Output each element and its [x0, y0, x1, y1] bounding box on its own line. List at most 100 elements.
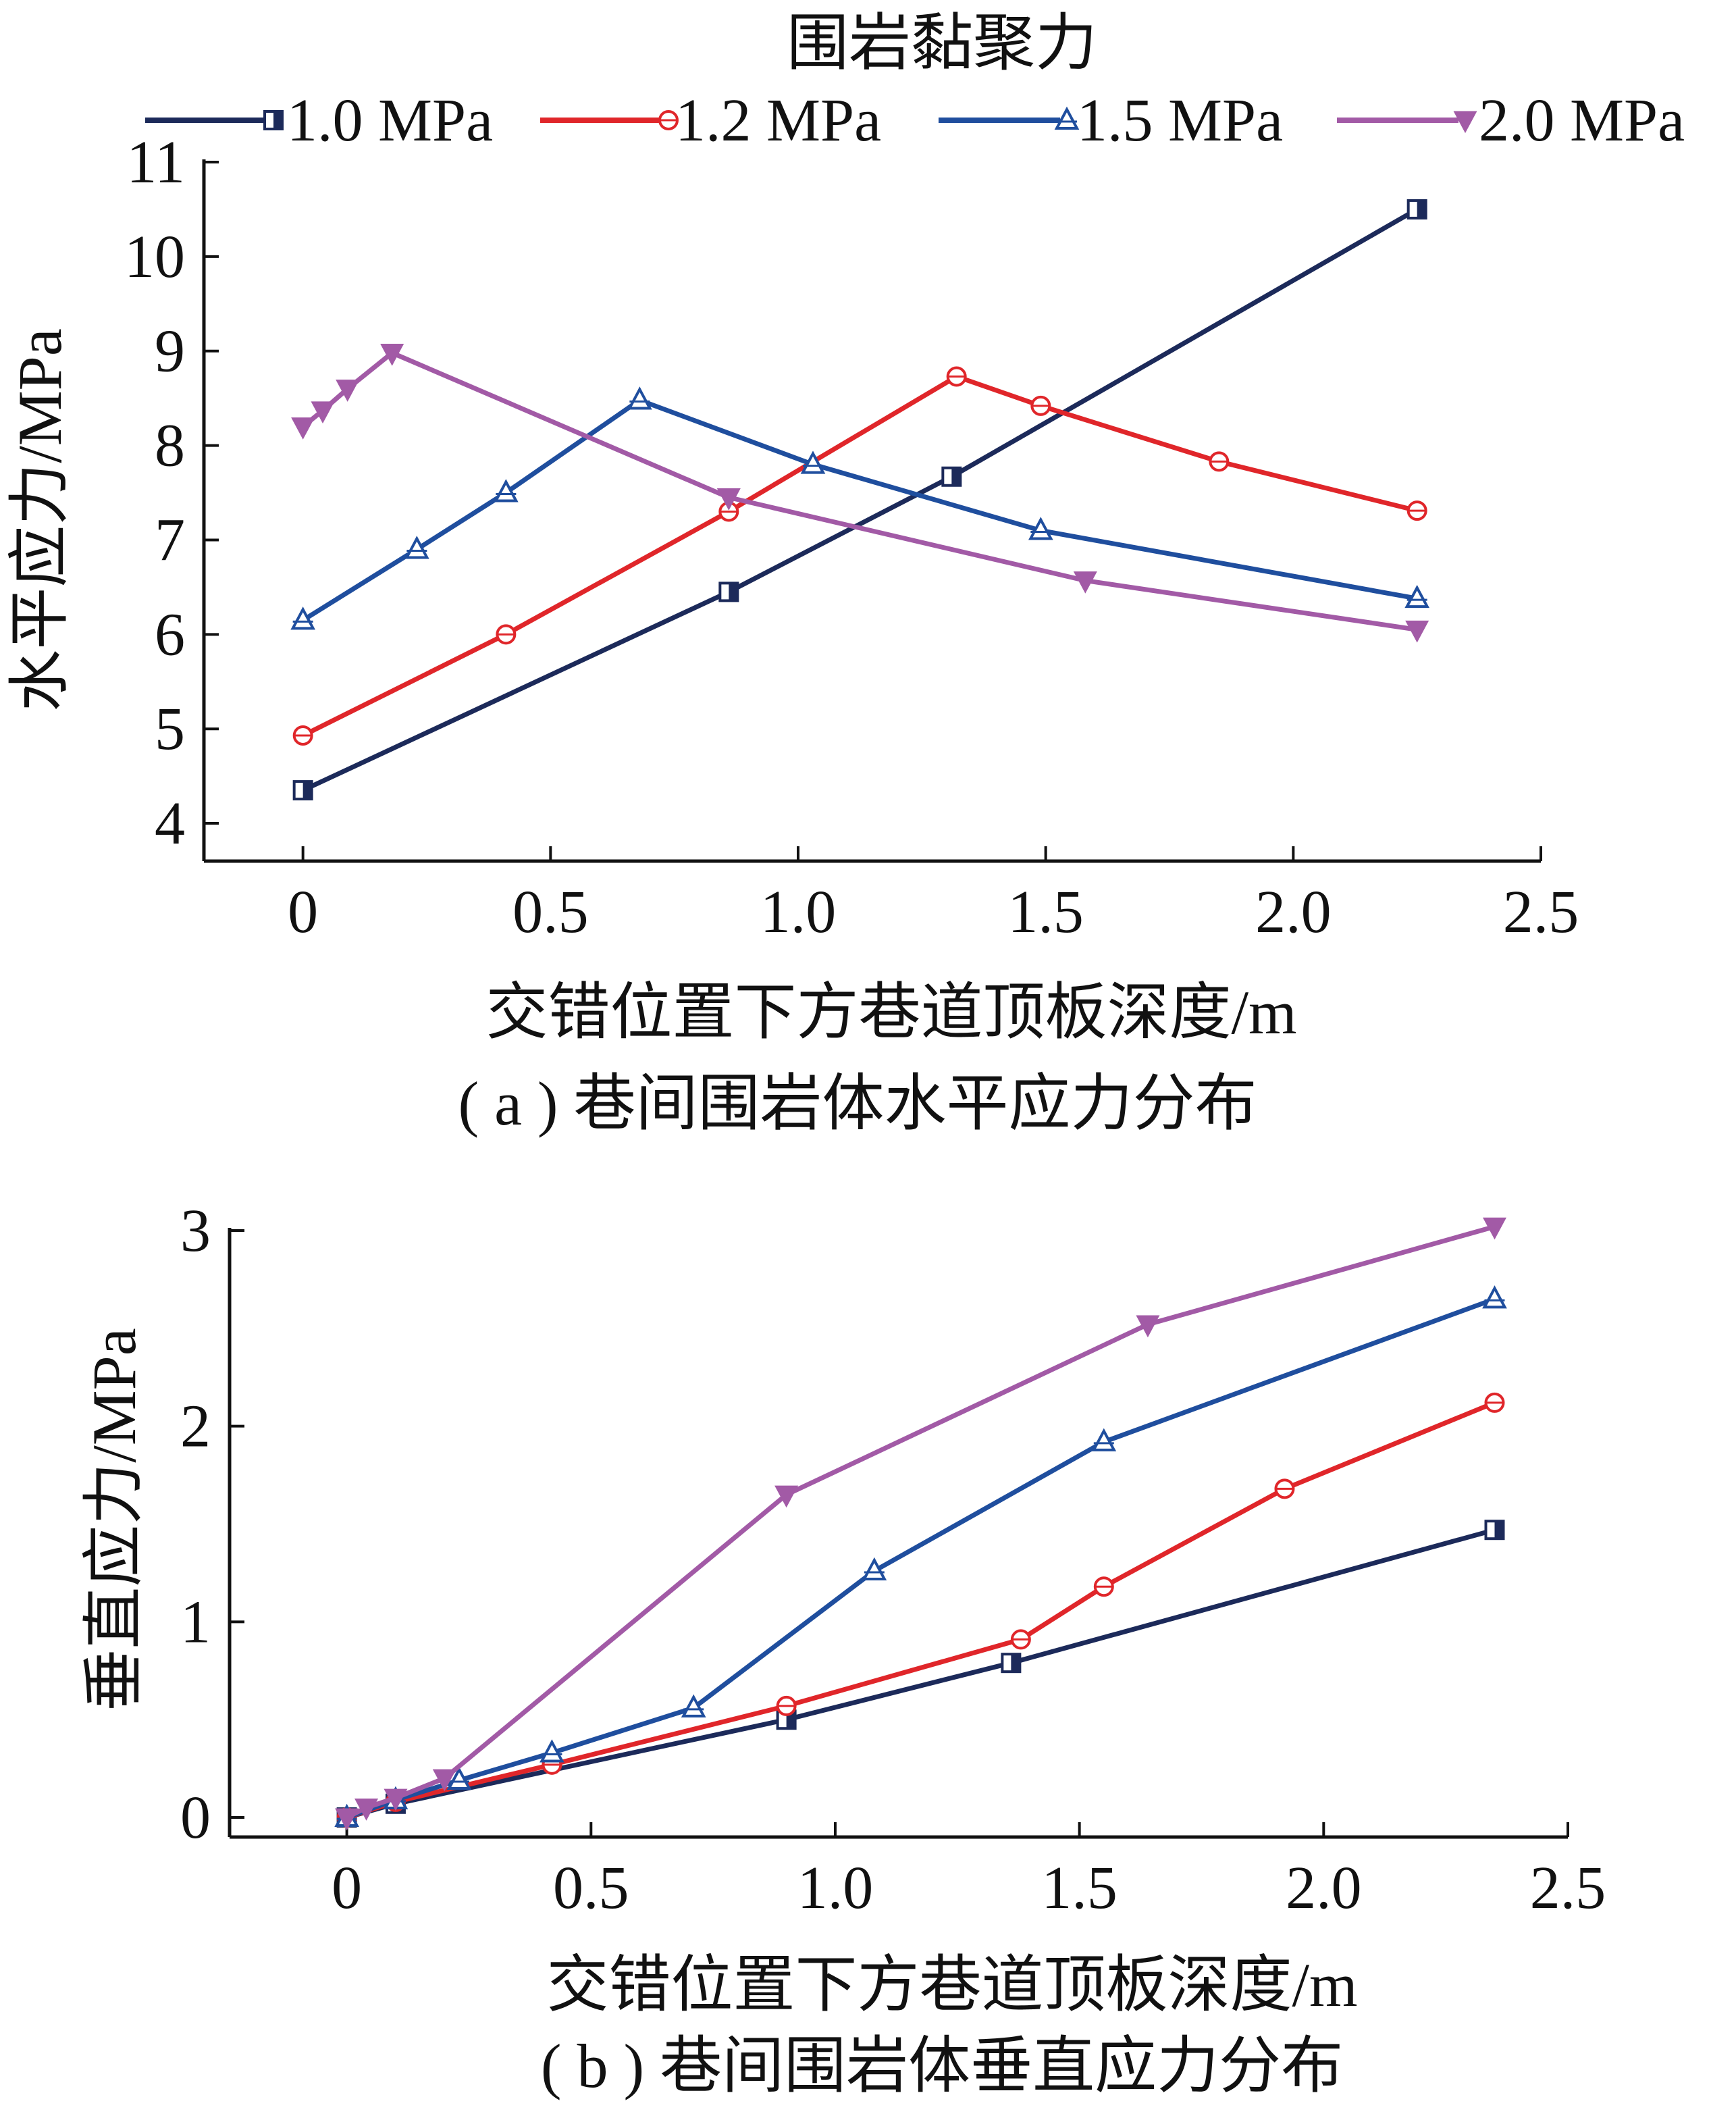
data-point: [404, 536, 429, 559]
data-point: [1406, 199, 1427, 219]
legend-marker: [1054, 106, 1080, 130]
data-point: [1136, 1315, 1160, 1338]
data-point: [716, 488, 741, 511]
legend-label: 2.0 MPa: [1479, 87, 1685, 154]
x-tick-label: 1.5: [1007, 879, 1084, 946]
legend-marker: [263, 110, 284, 130]
series-line: [302, 374, 1418, 738]
data-point: [1482, 1285, 1507, 1309]
y-tick-label: 6: [155, 601, 185, 668]
data-point: [1093, 1576, 1114, 1597]
panel-a-ylabel: 水平应力/MPa: [5, 328, 74, 711]
data-point: [941, 466, 962, 487]
data-point: [291, 417, 315, 440]
data-point: [292, 725, 313, 746]
data-point: [1010, 1629, 1031, 1650]
data-point: [335, 1808, 359, 1831]
series-line: [346, 1400, 1496, 1820]
panel-a-axes: 0 0.5 1.0 1.5 2.0 2.5 4 5 6 7 8 9 10 11: [124, 129, 1579, 946]
panel-a-horizontal-stress: 0 0.5 1.0 1.5 2.0 2.5 4 5 6 7 8 9 10 11 交错位置下方巷道顶板深度/…: [5, 129, 1579, 1138]
panel-b-axes: 0 0.5 1.0 1.5 2.0 2.5 0 1 2 3: [180, 1197, 1606, 1921]
data-point: [384, 1788, 408, 1811]
data-point: [446, 1766, 472, 1790]
data-point: [681, 1694, 706, 1717]
x-tick-label: 2.0: [1286, 1855, 1362, 1921]
y-tick-label: 9: [155, 318, 185, 385]
data-point: [380, 344, 404, 366]
panel-b-xlabel: 交错位置下方巷道顶板深度/m: [546, 1951, 1357, 2019]
x-tick-label: 0.5: [553, 1855, 629, 1921]
legend-label: 1.0 MPa: [287, 87, 493, 154]
series-1-0-mpa: [292, 199, 1427, 801]
y-tick-label: 7: [155, 507, 185, 573]
x-tick-label: 0: [332, 1855, 362, 1921]
x-tick-label: 1.5: [1041, 1855, 1117, 1921]
series-2-0-mpa: [335, 1217, 1507, 1831]
series-line: [346, 1297, 1496, 1820]
data-point: [354, 1799, 379, 1821]
y-tick-label: 1: [180, 1588, 211, 1655]
panel-a-series: [290, 199, 1430, 801]
x-tick-label: 2.0: [1255, 879, 1332, 946]
panel-b-caption: ( b ) 巷间围岩体垂直应力分布: [541, 2032, 1343, 2100]
data-point: [718, 582, 739, 602]
data-point: [493, 479, 519, 502]
x-tick-label: 2.5: [1530, 1855, 1606, 1921]
panel-b-vertical-stress: 0 0.5 1.0 1.5 2.0 2.5 0 1 2 3 交错位置下方巷道顶板深度/m 垂直应力…: [80, 1197, 1606, 2100]
panel-a-xlabel: 交错位置下方巷道顶板深度/m: [485, 978, 1296, 1047]
data-point: [774, 1485, 799, 1508]
data-point: [1404, 584, 1430, 609]
data-point: [432, 1769, 456, 1792]
y-tick-label: 5: [155, 696, 185, 763]
legend-marker: [1453, 111, 1477, 134]
y-tick-label: 0: [180, 1784, 211, 1851]
data-point: [862, 1557, 887, 1581]
series-2-0-mpa: [291, 344, 1429, 643]
series-1-5-mpa: [334, 1285, 1507, 1828]
data-point: [336, 380, 360, 402]
series-line: [301, 351, 1418, 632]
data-point: [1001, 1653, 1022, 1674]
data-point: [1484, 1520, 1505, 1541]
panel-b-ylabel: 垂直应力/MPa: [80, 1328, 149, 1711]
data-point: [1073, 571, 1097, 594]
legend-entry: 1.5 MPa: [939, 87, 1283, 154]
series-1-2-mpa: [336, 1392, 1505, 1828]
x-tick-label: 1.0: [760, 879, 837, 946]
x-tick-label: 0.5: [512, 879, 589, 946]
data-point: [776, 1695, 797, 1716]
x-tick-label: 1.0: [797, 1855, 874, 1921]
data-point: [1274, 1478, 1295, 1499]
data-point: [1482, 1217, 1507, 1240]
panel-b-series: [334, 1217, 1507, 1831]
data-point: [800, 450, 826, 474]
data-point: [1030, 395, 1051, 416]
data-point: [1484, 1392, 1505, 1413]
legend: 围岩黏聚力 1.0 MPa 1.2 MPa 1.5 MPa 2.0 MPa: [145, 9, 1685, 154]
panel-a-caption: ( a ) 巷间围岩体水平应力分布: [458, 1069, 1257, 1138]
series-line: [302, 207, 1419, 793]
y-tick-label: 2: [180, 1393, 211, 1460]
data-point: [292, 780, 313, 801]
data-point: [540, 1739, 564, 1763]
data-point: [1091, 1428, 1117, 1451]
data-point: [1405, 620, 1429, 643]
legend-label: 1.5 MPa: [1077, 87, 1283, 154]
y-tick-label: 8: [155, 413, 185, 480]
legend-entry: 2.0 MPa: [1337, 87, 1685, 154]
legend-title: 围岩黏聚力: [787, 9, 1097, 78]
data-point: [946, 366, 967, 387]
data-point: [627, 386, 652, 410]
x-tick-label: 0: [288, 879, 318, 946]
data-point: [1406, 500, 1427, 521]
data-point: [1209, 451, 1230, 472]
series-1-2-mpa: [292, 366, 1427, 746]
x-tick-label: 2.5: [1503, 879, 1579, 946]
data-point: [1028, 517, 1053, 540]
data-point: [311, 401, 335, 424]
legend-entry: 1.0 MPa: [145, 87, 493, 154]
y-tick-label: 4: [155, 790, 185, 857]
legend-label: 1.2 MPa: [675, 87, 881, 154]
y-tick-label: 3: [180, 1197, 211, 1264]
